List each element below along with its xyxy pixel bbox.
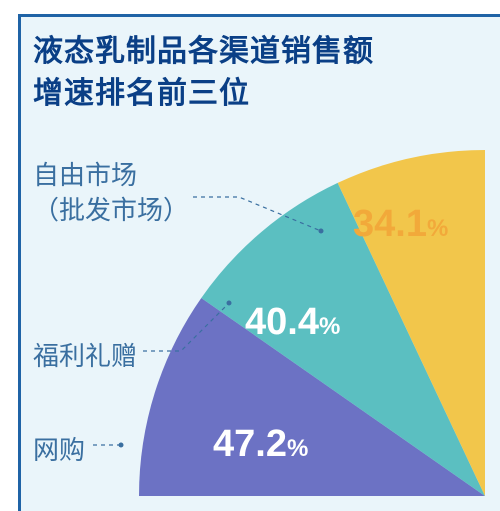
leader-dot-online xyxy=(119,443,124,448)
leader-welfare xyxy=(143,303,229,351)
chart-card: 液态乳制品各渠道销售额 增速排名前三位 网购47.2%福利礼赠40.4%自由市场… xyxy=(18,14,500,511)
category-label-welfare: 福利礼赠 xyxy=(33,339,137,374)
value-label-welfare: 40.4% xyxy=(245,301,340,344)
category-label-freemarket: 自由市场（批发市场） xyxy=(33,158,189,228)
leader-dot-welfare xyxy=(227,301,232,306)
value-label-freemarket: 34.1% xyxy=(353,203,448,246)
leader-freemarket xyxy=(193,197,321,231)
leader-dot-freemarket xyxy=(319,229,324,234)
category-label-online: 网购 xyxy=(33,433,85,468)
value-label-online: 47.2% xyxy=(213,423,308,466)
